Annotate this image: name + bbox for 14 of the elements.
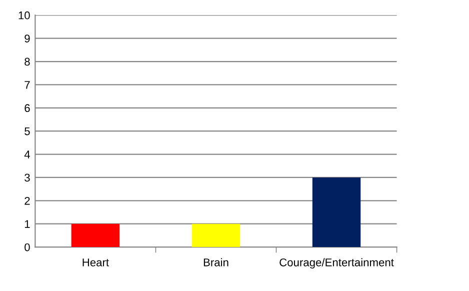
y-tick-label: 5 xyxy=(24,127,30,136)
x-tick-label: Brain xyxy=(204,258,228,266)
y-tick-label: 3 xyxy=(24,174,30,182)
x-tick-label: Heart xyxy=(82,258,109,266)
y-tick-label: 4 xyxy=(24,150,30,158)
y-tick-label: 7 xyxy=(24,81,30,89)
y-tick-label: 0 xyxy=(24,243,30,252)
x-tick-label: Courage/Entertainment xyxy=(280,258,394,269)
y-tick-label: 10 xyxy=(18,11,30,20)
y-tick-label: 8 xyxy=(24,58,30,66)
y-tick-label: 2 xyxy=(24,196,30,205)
y-tick-label: 1 xyxy=(24,220,30,228)
y-tick-label: 6 xyxy=(24,104,30,112)
y-tick-label: 9 xyxy=(24,34,30,42)
